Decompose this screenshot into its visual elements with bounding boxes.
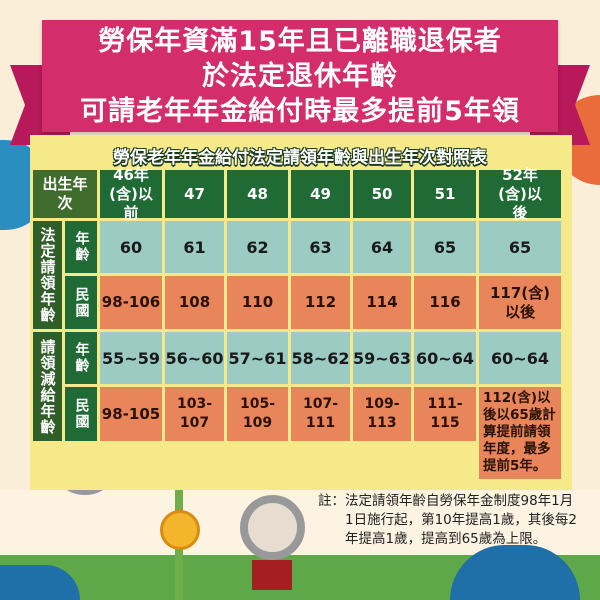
table-cell: 117(含)以後 [479,276,561,329]
footnote-text: 註：法定請領年齡自勞保年金制度98年1月1日施行起，第10年提高1歲，其後每2年… [318,493,577,547]
title-line-1: 勞保年資滿15年且已離職退保者 [98,25,502,57]
table-cell: 114 [353,276,411,329]
table-cell: 57~61 [227,332,288,384]
row-label-age: 年齡 [65,332,97,384]
table-cell: 61 [165,221,224,273]
table-cell: 55~59 [100,332,162,384]
table-cell: 56~60 [165,332,224,384]
col-header: 46年(含)以前 [100,166,162,222]
col-header: 52年(含)以後 [479,166,561,222]
table-cell: 110 [227,276,288,329]
table-title: 勞保老年年金給付法定請領年齡與出生年次對照表 [113,148,487,168]
coin-icon [160,510,200,550]
table-cell: 58~62 [291,332,350,384]
table-cell: 116 [414,276,476,329]
group-label-statutory: 法定請領年齡 [33,221,62,329]
table-cell: 107-111 [291,387,350,441]
table-cell: 111-115 [414,387,476,441]
table-cell: 64 [353,221,411,273]
table-cell: 60 [100,221,162,273]
col-header: 48 [227,170,288,218]
col-header: 47 [165,170,224,218]
table-cell: 65 [414,221,476,273]
table-cell: 60~64 [479,332,561,384]
grandma-flower-illustration [240,495,305,560]
table-cell: 105-109 [227,387,288,441]
col-header: 50 [353,170,411,218]
title-line-2: 於法定退休年齡 [202,60,398,92]
table-cell: 65 [479,221,561,273]
table-cell: 62 [227,221,288,273]
col-header: 49 [291,170,350,218]
title-banner: 勞保年資滿15年且已離職退保者 於法定退休年齡 可請老年年金給付時最多提前5年領 [42,20,558,132]
row-label-roc-year: 民國 [65,276,97,329]
group-label-reduced: 請領減給年齡 [33,332,62,441]
table-cell-note: 112(含)以後以65歲計算提前請領年度，最多提前5年。 [479,387,561,479]
table-cell: 59~63 [353,332,411,384]
table-cell: 60~64 [414,332,476,384]
row-label-age: 年齡 [65,221,97,273]
corner-header: 出生年次 [33,170,97,218]
row-label-roc-year: 民國 [65,387,97,441]
pension-age-table: 出生年次 46年(含)以前 47 48 49 50 51 52年(含)以後 法定… [33,166,561,479]
table-cell: 109-113 [353,387,411,441]
col-header: 51 [414,170,476,218]
footnote: 註：法定請領年齡自勞保年金制度98年1月1日施行起，第10年提高1歲，其後每2年… [318,492,578,549]
table-cell: 63 [291,221,350,273]
title-line-3: 可請老年年金給付時最多提前5年領 [80,95,520,127]
table-cell: 108 [165,276,224,329]
grandma-body [252,560,292,590]
table-cell: 98-106 [100,276,162,329]
table-cell: 98-105 [100,387,162,441]
table-cell: 103-107 [165,387,224,441]
table-cell: 112 [291,276,350,329]
